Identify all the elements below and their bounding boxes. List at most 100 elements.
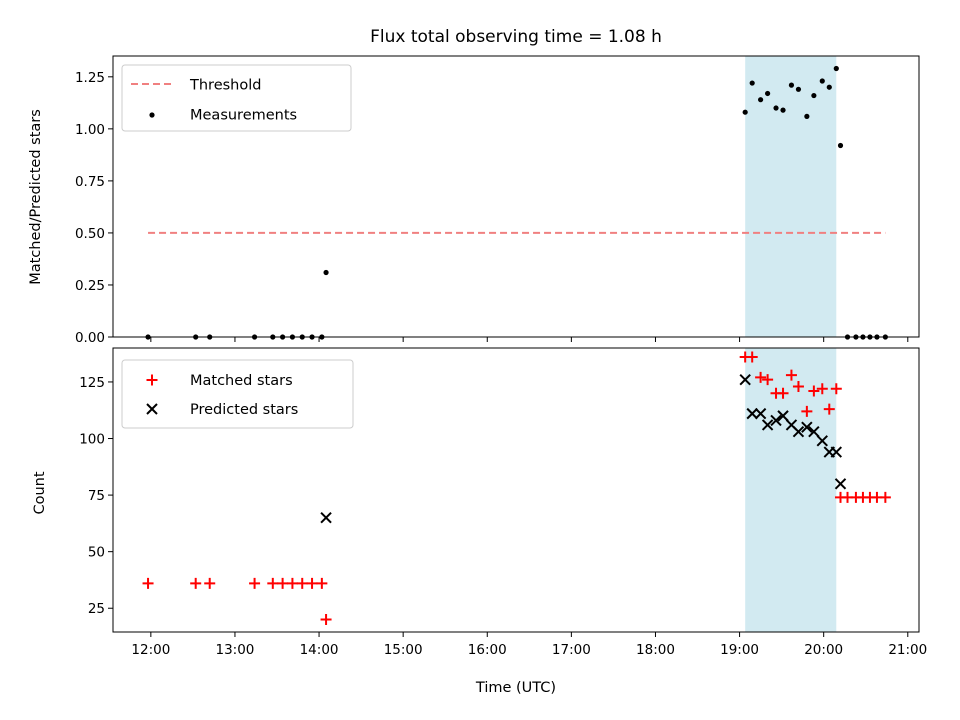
x-tick-label-9: 21:00 bbox=[888, 642, 927, 658]
predicted-star-point bbox=[777, 410, 789, 422]
measurement-point bbox=[289, 334, 296, 340]
top-y-tick-label-5: 1.25 bbox=[75, 70, 105, 86]
measurement-point bbox=[773, 105, 779, 111]
x-tick-label-7: 19:00 bbox=[720, 642, 759, 658]
matched-star-point bbox=[267, 577, 279, 589]
x-tick-label-0: 12:00 bbox=[131, 642, 170, 658]
matched-star-point bbox=[816, 383, 828, 395]
legend-measurements-swatch bbox=[149, 112, 155, 118]
x-tick-label-4: 16:00 bbox=[468, 642, 507, 658]
legend-measurements-label: Measurements bbox=[190, 108, 297, 124]
matched-star-point bbox=[808, 385, 820, 397]
measurement-point bbox=[844, 334, 851, 340]
x-tick-label-1: 13:00 bbox=[215, 642, 254, 658]
matched-star-point bbox=[777, 387, 789, 399]
matched-star-point bbox=[830, 383, 842, 395]
top-legend: Threshold Measurements bbox=[121, 64, 352, 132]
bottom-y-tick-label-3: 100 bbox=[79, 432, 105, 448]
predicted-star-point bbox=[754, 407, 767, 420]
matched-star-point bbox=[785, 369, 797, 381]
matched-star-point bbox=[823, 403, 835, 415]
measurement-point bbox=[270, 334, 276, 340]
top-y-tick-label-0: 0.00 bbox=[75, 330, 105, 346]
matched-star-point bbox=[316, 577, 328, 589]
top-panel: 0.00 0.25 0.50 0.75 1.00 1.25 Threshold Measure… bbox=[75, 55, 920, 346]
measurement-point bbox=[765, 90, 771, 97]
measurement-point bbox=[251, 334, 258, 340]
bottom-legend-box bbox=[121, 359, 354, 429]
matched-star-point bbox=[801, 405, 813, 417]
measurement-point bbox=[795, 86, 802, 92]
legend-threshold-label: Threshold bbox=[189, 78, 261, 94]
bottom-axes-frame bbox=[112, 347, 920, 633]
matched-star-point bbox=[755, 371, 767, 383]
top-y-tick-label-4: 1.00 bbox=[75, 122, 105, 138]
predicted-star-point bbox=[816, 435, 828, 447]
bottom-observing-window bbox=[745, 348, 837, 632]
measurement-point bbox=[780, 107, 786, 113]
bottom-y-tick-label-1: 50 bbox=[88, 545, 105, 561]
x-tick-label-8: 20:00 bbox=[804, 642, 843, 658]
matched-star-point bbox=[286, 577, 298, 589]
measurement-point bbox=[860, 334, 866, 340]
top-y-tick-label-1: 0.25 bbox=[75, 278, 105, 294]
x-tick-label-2: 14:00 bbox=[300, 642, 339, 658]
matched-star-point bbox=[204, 577, 216, 589]
legend-predicted-swatch bbox=[146, 403, 158, 415]
matched-star-point bbox=[190, 577, 202, 589]
measurement-point bbox=[145, 334, 151, 340]
matched-star-point bbox=[249, 577, 261, 589]
measurement-point bbox=[819, 78, 825, 84]
chart-title: Flux total observing time = 1.08 h bbox=[370, 27, 662, 47]
predicted-star-point bbox=[761, 419, 774, 431]
measurement-point bbox=[207, 334, 213, 340]
measurement-point bbox=[837, 142, 844, 149]
x-tick-label-3: 15:00 bbox=[384, 642, 423, 658]
predicted-star-point bbox=[808, 426, 820, 438]
matched-star-point bbox=[277, 577, 289, 589]
legend-predicted-label: Predicted stars bbox=[190, 402, 298, 418]
top-legend-box bbox=[121, 64, 352, 132]
x-tick-label-6: 18:00 bbox=[636, 642, 675, 658]
measurement-point bbox=[299, 334, 305, 340]
bottom-panel: 25 50 75 100 125 12:00 13:00 14:00 15:00 16:00 17:… bbox=[79, 347, 927, 658]
matched-star-point bbox=[879, 491, 891, 503]
measurement-point bbox=[749, 80, 755, 86]
measurement-point bbox=[319, 334, 325, 340]
x-axis-label: Time (UTC) bbox=[475, 680, 556, 696]
measurement-point bbox=[280, 334, 286, 340]
predicted-star-point bbox=[792, 426, 805, 438]
measurement-point bbox=[867, 334, 873, 340]
matched-star-point bbox=[306, 577, 318, 589]
predicted-star-point bbox=[320, 512, 332, 524]
measurement-point bbox=[826, 84, 832, 90]
top-y-axis-label: Matched/Predicted stars bbox=[28, 109, 44, 285]
top-axes-frame bbox=[112, 55, 920, 338]
bottom-y-axis-label: Count bbox=[32, 471, 48, 514]
top-observing-window bbox=[745, 56, 837, 337]
predicted-star-point bbox=[746, 407, 758, 420]
measurement-point bbox=[811, 92, 817, 99]
matched-star-point bbox=[296, 577, 308, 589]
predicted-star-point bbox=[770, 414, 782, 427]
measurement-point bbox=[742, 109, 748, 115]
bottom-y-tick-label-0: 25 bbox=[88, 601, 105, 617]
matched-star-point bbox=[762, 374, 774, 386]
x-tick-label-5: 17:00 bbox=[552, 642, 591, 658]
predicted-star-point bbox=[830, 446, 843, 458]
measurement-point bbox=[882, 334, 888, 340]
top-y-tick-label-2: 0.50 bbox=[75, 226, 105, 242]
predicted-star-point bbox=[801, 421, 813, 433]
matched-star-point bbox=[746, 351, 758, 363]
measurement-point bbox=[833, 65, 839, 72]
matched-star-point bbox=[320, 614, 332, 626]
matched-star-point bbox=[142, 577, 154, 589]
measurement-point bbox=[323, 269, 329, 276]
legend-matched-label: Matched stars bbox=[190, 373, 293, 389]
legend-matched-swatch bbox=[146, 374, 158, 386]
predicted-star-point bbox=[834, 478, 847, 490]
measurement-point bbox=[758, 97, 764, 103]
measurement-point bbox=[309, 334, 315, 340]
top-y-tick-label-3: 0.75 bbox=[75, 174, 105, 190]
